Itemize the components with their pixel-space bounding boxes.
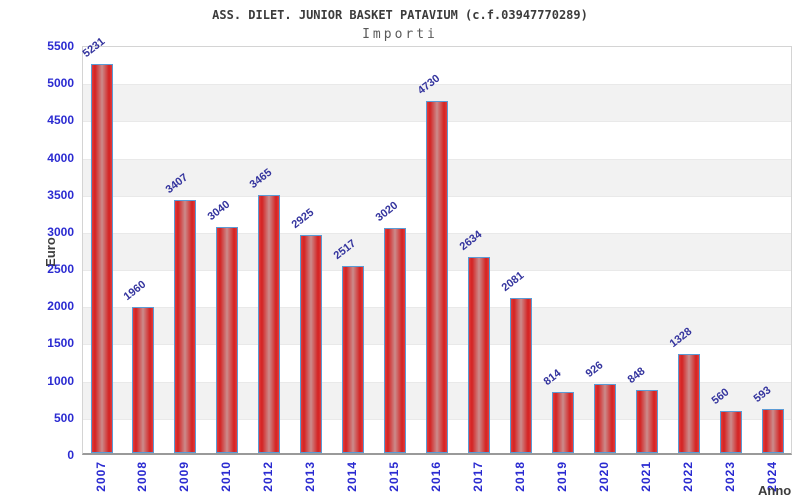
x-tick-label-text: 2010 bbox=[219, 461, 234, 492]
y-tick-label: 0 bbox=[67, 448, 74, 462]
x-axis-title: Anno bbox=[758, 483, 792, 498]
bar-2023 bbox=[719, 411, 742, 453]
x-tick-label-text: 2017 bbox=[470, 461, 485, 492]
x-tick-label-text: 2009 bbox=[177, 461, 192, 492]
bar-2019 bbox=[551, 392, 574, 453]
bar-2015 bbox=[384, 228, 407, 453]
bar-2022 bbox=[677, 354, 700, 453]
x-tick-label: 2018 bbox=[512, 461, 528, 497]
x-tick-label-text: 2013 bbox=[303, 461, 318, 492]
bar-2009 bbox=[174, 200, 197, 453]
x-tick-label-text: 2019 bbox=[554, 461, 569, 492]
bar-2021 bbox=[635, 390, 658, 453]
x-tick-label-text: 2022 bbox=[680, 461, 695, 492]
y-tick-label: 2500 bbox=[47, 262, 74, 277]
y-tick-label: 4500 bbox=[47, 113, 74, 128]
y-tick-label: 500 bbox=[53, 410, 74, 425]
bar-2017 bbox=[467, 257, 490, 453]
x-tick-label: 2021 bbox=[638, 461, 654, 497]
x-tick-label-text: 2020 bbox=[596, 461, 611, 492]
bar-2016 bbox=[426, 101, 449, 453]
bar-2012 bbox=[258, 195, 281, 453]
bar-2018 bbox=[509, 298, 532, 453]
chart-subtitle: Importi bbox=[362, 27, 438, 42]
x-tick-label: 2017 bbox=[470, 461, 486, 497]
x-tick-label: 2014 bbox=[344, 461, 360, 497]
bar-2024 bbox=[761, 409, 784, 453]
bar-2010 bbox=[216, 227, 239, 453]
bar-2020 bbox=[593, 384, 616, 453]
x-tick-label: 2015 bbox=[386, 461, 402, 497]
x-tick-label-text: 2014 bbox=[345, 461, 360, 492]
x-tick-label: 2016 bbox=[428, 461, 444, 497]
y-tick-label: 1500 bbox=[47, 336, 74, 351]
y-tick-label: 1000 bbox=[47, 373, 74, 388]
x-tick-label-text: 2016 bbox=[429, 461, 444, 492]
y-tick-label: 5000 bbox=[47, 76, 74, 91]
y-tick-label: 4000 bbox=[47, 150, 74, 165]
bar-2013 bbox=[300, 235, 323, 453]
x-tick-label-text: 2012 bbox=[261, 461, 276, 492]
x-tick-label-text: 2021 bbox=[638, 461, 653, 492]
y-tick-label: 5500 bbox=[47, 39, 74, 53]
y-tick-label: 3000 bbox=[47, 224, 74, 239]
x-tick-label: 2019 bbox=[554, 461, 570, 497]
x-tick-label: 2020 bbox=[596, 461, 612, 497]
x-tick-label: 2012 bbox=[260, 461, 276, 497]
x-tick-label-text: 2023 bbox=[722, 461, 737, 492]
x-tick-label: 2010 bbox=[218, 461, 234, 497]
x-tick-label: 2009 bbox=[176, 461, 192, 497]
y-tick-label: 2000 bbox=[47, 299, 74, 314]
x-tick-label-text: 2007 bbox=[93, 461, 108, 492]
x-tick-label: 2013 bbox=[302, 461, 318, 497]
chart-title: ASS. DILET. JUNIOR BASKET PATAVIUM (c.f.… bbox=[212, 8, 588, 22]
plot-area: 5231 1960 3407 3040 3465 2925 2517 3020 4730 2634… bbox=[80, 35, 792, 455]
x-tick-label-text: 2018 bbox=[512, 461, 527, 492]
x-tick-label: 2007 bbox=[93, 461, 109, 497]
bar-2008 bbox=[132, 307, 155, 453]
x-tick-label: 2008 bbox=[134, 461, 150, 497]
bar-2007 bbox=[90, 64, 113, 453]
bar-2014 bbox=[342, 266, 365, 453]
x-tick-label-text: 2015 bbox=[387, 461, 402, 492]
x-tick-label: 2022 bbox=[680, 461, 696, 497]
y-tick-label: 3500 bbox=[47, 187, 74, 202]
x-tick-label: 2023 bbox=[722, 461, 738, 497]
x-tick-label-text: 2008 bbox=[135, 461, 150, 492]
